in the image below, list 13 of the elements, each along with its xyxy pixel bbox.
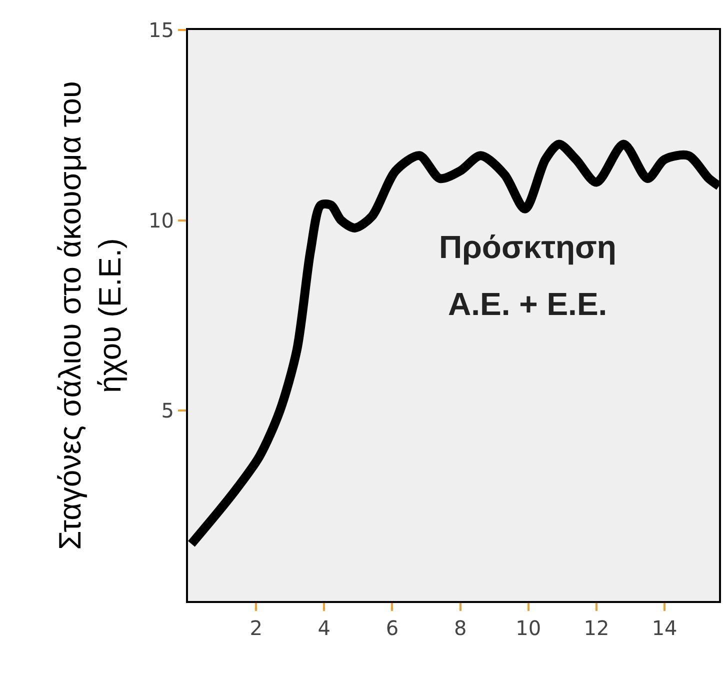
x-tick-label: 10	[516, 616, 542, 640]
x-tick-label: 14	[652, 616, 678, 640]
x-tick-label: 4	[318, 616, 331, 640]
y-tick-label: 15	[148, 18, 174, 42]
annotation: Α.Ε. + Ε.Ε.	[448, 286, 608, 322]
x-tick-label: 8	[454, 616, 467, 640]
x-tick-label: 6	[386, 616, 399, 640]
annotation: Πρόσκτηση	[439, 229, 616, 265]
x-tick-label: 12	[584, 616, 610, 640]
y-tick-label: 10	[148, 208, 174, 232]
y-tick-label: 5	[161, 398, 174, 423]
x-tick-label: 2	[250, 616, 262, 640]
y-axis-title: Σταγόνες σάλιου στο άκουσμα του ήχου (Ε.Ε.)	[52, 81, 128, 550]
